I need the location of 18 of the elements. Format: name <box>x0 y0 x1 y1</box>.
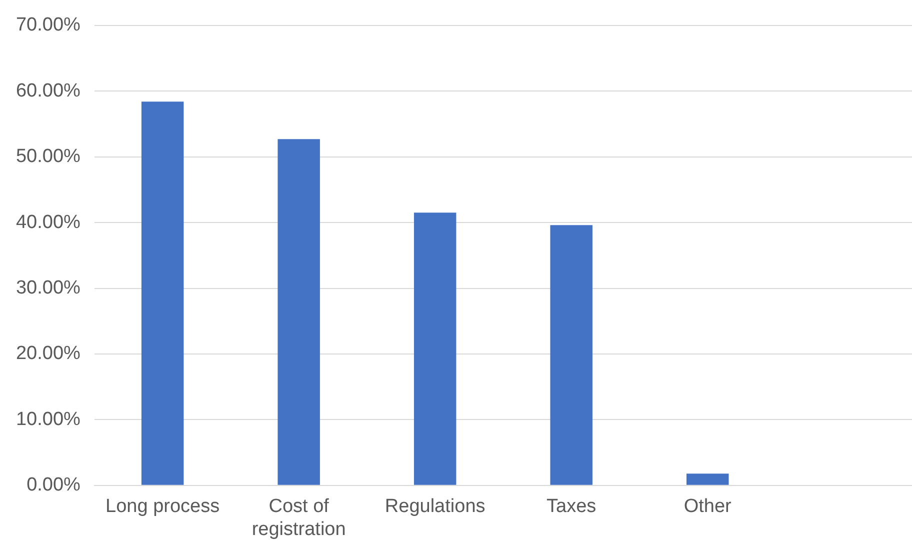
bar <box>414 212 456 485</box>
bar <box>278 139 320 485</box>
bar <box>550 225 592 485</box>
x-tick-label: Long process <box>106 496 220 518</box>
bar <box>686 474 729 485</box>
y-tick-label: 70.00% <box>16 14 81 36</box>
bar <box>141 102 184 485</box>
y-tick-label: 50.00% <box>16 146 81 168</box>
y-tick-label: 20.00% <box>16 343 81 364</box>
x-tick-label: Other <box>684 496 732 518</box>
x-tick-label: Cost of registration <box>252 496 346 540</box>
y-tick-label: 30.00% <box>16 277 81 298</box>
x-tick-label: Taxes <box>546 496 596 518</box>
y-tick-label: 10.00% <box>16 408 81 430</box>
x-tick-label: Regulations <box>384 496 486 518</box>
y-tick-label: 40.00% <box>16 212 81 233</box>
y-tick-label: 60.00% <box>16 80 81 102</box>
y-tick-label: 0.00% <box>26 474 81 496</box>
